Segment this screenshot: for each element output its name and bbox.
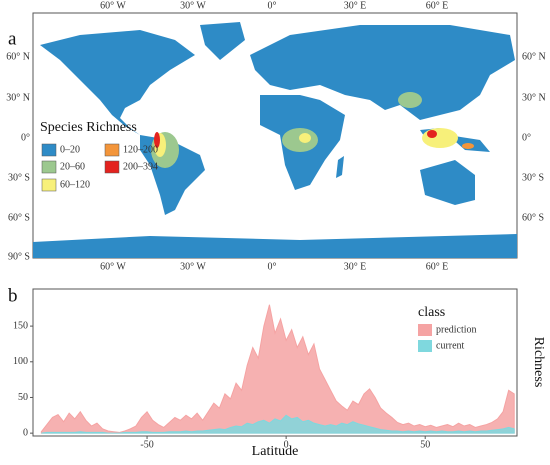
legend-label: 200–394 — [123, 161, 158, 172]
legend-label: 20–60 — [60, 161, 85, 172]
lon-label: 30° W — [180, 0, 206, 11]
lat-label: 0° — [522, 132, 531, 143]
lon-label: 30° W — [180, 261, 206, 272]
north-america — [40, 30, 195, 135]
y-tick-label: 150 — [13, 320, 28, 331]
lon-label: 60° E — [426, 261, 449, 272]
lat-label: 60° N — [6, 51, 30, 62]
legend-swatch — [41, 178, 57, 192]
legend-swatch — [418, 340, 432, 352]
lon-label: 30° E — [344, 261, 367, 272]
legend-label: current — [436, 340, 465, 351]
legend-swatch — [418, 324, 432, 336]
hotspot — [154, 132, 160, 148]
legend-label: prediction — [436, 324, 477, 335]
x-tick-label: 0 — [284, 439, 289, 450]
hotspot — [422, 128, 458, 148]
legend-title: class — [418, 305, 445, 320]
map: Species Richness — [32, 12, 518, 259]
legend-label: 120–200 — [123, 144, 158, 155]
lon-label: 0° — [268, 0, 277, 11]
legend-title: Species Richness — [40, 120, 137, 135]
x-tick-label: 50 — [420, 439, 430, 450]
hotspot — [299, 133, 311, 143]
lat-label: 90° S — [8, 251, 30, 262]
lon-label: 60° W — [100, 261, 126, 272]
panel-label: a — [8, 28, 17, 49]
hotspot — [427, 130, 437, 138]
y-tick-label: 0 — [23, 427, 28, 438]
australia — [420, 160, 475, 205]
lat-label: 60° S — [8, 212, 30, 223]
lon-label: 60° E — [426, 0, 449, 11]
madagascar — [336, 156, 344, 178]
area — [40, 304, 515, 434]
legend-swatch — [41, 160, 57, 174]
panel-label: b — [8, 285, 18, 306]
antarctica — [33, 234, 517, 258]
lon-label: 30° E — [344, 0, 367, 11]
legend-label: 0–20 — [60, 144, 80, 155]
lat-label: 30° N — [522, 92, 546, 103]
lat-label: 60° N — [522, 51, 546, 62]
legend-swatch — [104, 160, 120, 174]
greenland — [200, 22, 245, 60]
eurasia — [250, 25, 515, 120]
legend-swatch — [41, 143, 57, 157]
lat-label: 30° N — [6, 92, 30, 103]
hotspots — [151, 92, 474, 168]
legend-swatch — [104, 143, 120, 157]
area — [41, 414, 515, 434]
lat-label: 30° S — [522, 172, 544, 183]
hotspot — [462, 143, 474, 149]
hotspot — [398, 92, 422, 108]
y-tick-label: 50 — [18, 392, 28, 403]
x-axis-label: Latitude — [252, 444, 299, 459]
y-axis-label: Richness — [531, 337, 546, 388]
lat-label: 0° — [21, 132, 30, 143]
lon-label: 60° W — [100, 0, 126, 11]
lat-label: 60° S — [522, 212, 544, 223]
y-tick-label: 100 — [13, 356, 28, 367]
lat-label: 30° S — [8, 172, 30, 183]
lon-label: 0° — [268, 261, 277, 272]
legend-label: 60–120 — [60, 179, 90, 190]
x-tick-label: -50 — [140, 439, 153, 450]
